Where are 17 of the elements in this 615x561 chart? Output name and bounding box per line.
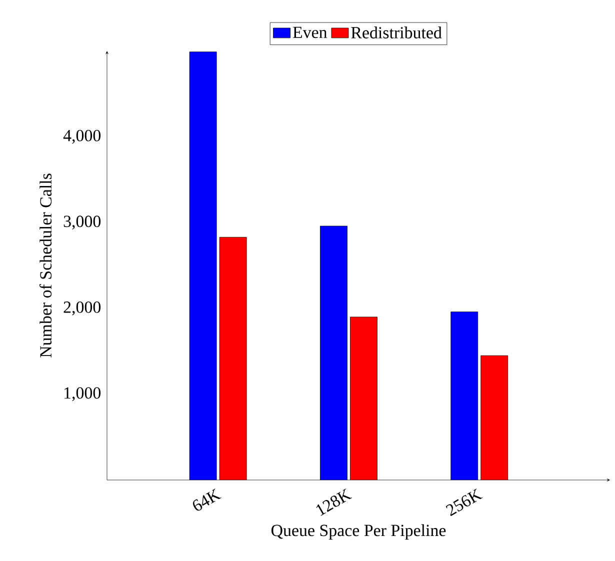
x-tick-label: 64K	[193, 488, 222, 511]
bar	[190, 52, 217, 480]
y-tick-label: 3,000	[64, 216, 101, 230]
legend-label: Redistributed	[351, 26, 442, 38]
bar	[350, 316, 378, 480]
x-tick-label: 256K	[446, 488, 483, 516]
x-tick-label: 128K	[316, 488, 352, 516]
bar	[450, 312, 478, 480]
y-tick-label: 2,000	[64, 301, 101, 316]
legend-label: Even	[292, 26, 328, 38]
y-tick-label: 4,000	[63, 130, 101, 144]
bar	[220, 237, 247, 480]
y-tick-label: 1,000	[64, 387, 101, 402]
bar	[480, 355, 508, 480]
x-axis-title: Queue Space Per Pipeline	[271, 524, 446, 540]
bar	[320, 226, 348, 480]
y-axis-title: Number of Scheduler Calls	[39, 174, 52, 358]
